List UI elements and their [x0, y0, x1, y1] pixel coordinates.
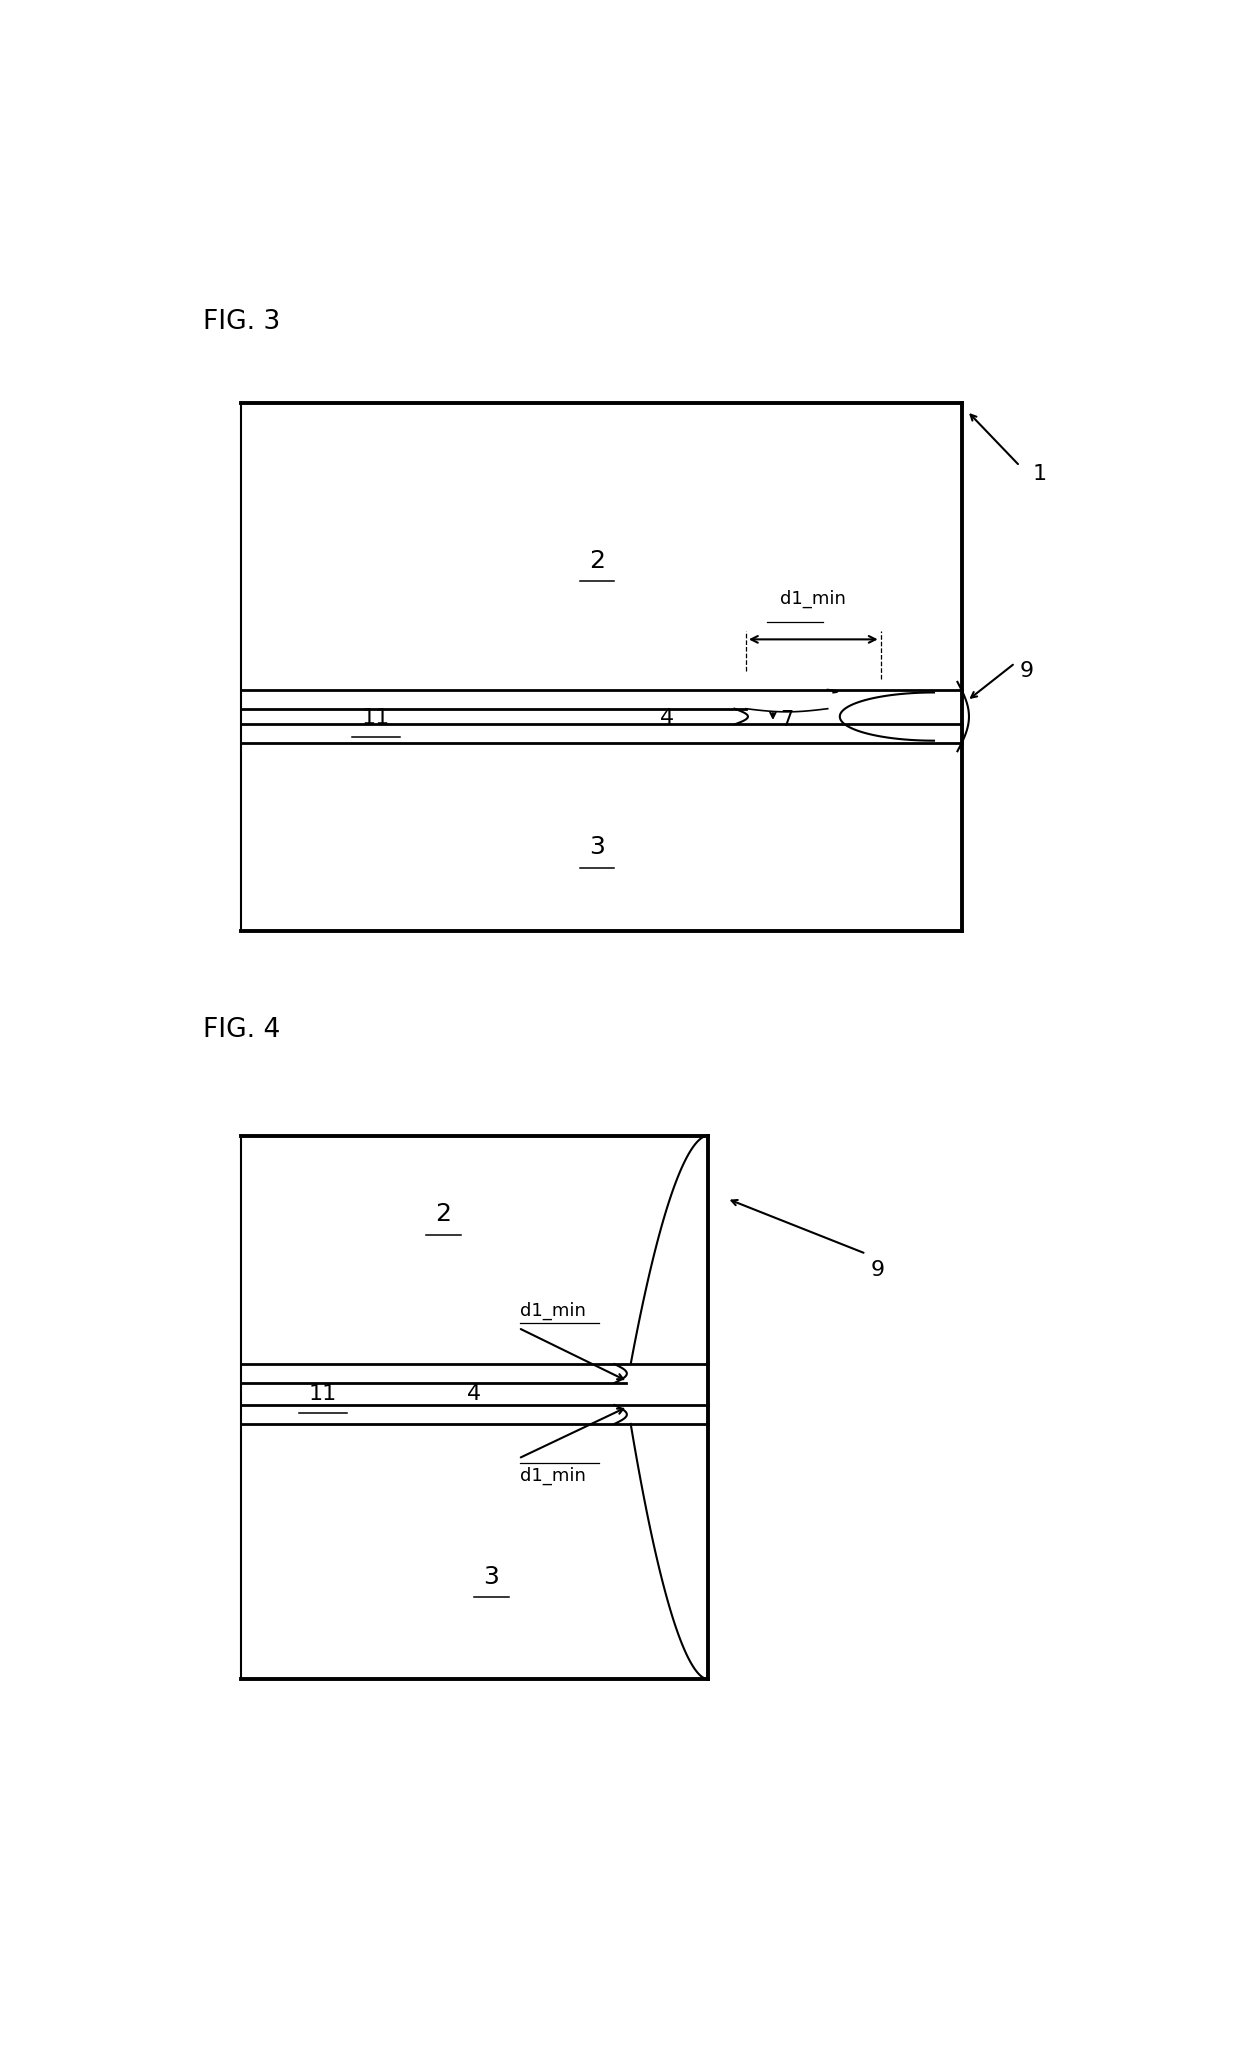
Text: 9: 9 [870, 1260, 885, 1279]
Text: d1_min: d1_min [521, 1301, 587, 1320]
Text: 3: 3 [589, 835, 605, 859]
Text: 2: 2 [435, 1203, 451, 1226]
Text: 4: 4 [467, 1383, 481, 1404]
Text: 2: 2 [589, 548, 605, 573]
Text: FIG. 3: FIG. 3 [203, 309, 280, 336]
Text: 11: 11 [362, 708, 391, 728]
Text: d1_min: d1_min [780, 589, 846, 608]
Text: 4: 4 [660, 708, 673, 728]
Text: d1_min: d1_min [521, 1467, 587, 1485]
Text: 1: 1 [1033, 464, 1047, 485]
Text: 11: 11 [309, 1383, 337, 1404]
Text: FIG. 4: FIG. 4 [203, 1017, 280, 1043]
Text: 3: 3 [484, 1565, 500, 1590]
Text: 9: 9 [1019, 661, 1034, 681]
Text: 7: 7 [781, 710, 794, 730]
